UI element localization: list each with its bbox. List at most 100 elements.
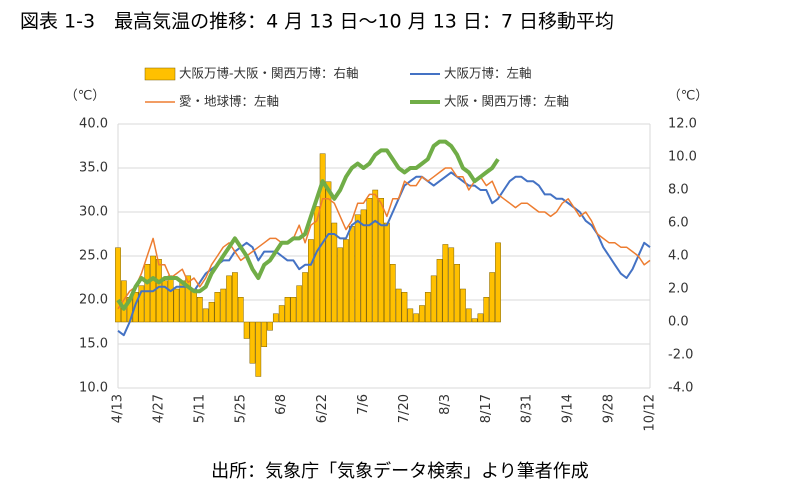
y2-tick-label: 0.0 [668,315,689,330]
bar [267,321,273,331]
y-tick-label: 40.0 [79,117,108,132]
y-unit: （℃） [65,89,106,104]
line-series [116,139,500,311]
bar [372,189,379,323]
y-tick-label: 30.0 [79,205,108,220]
bar [319,153,326,323]
bar [173,288,180,323]
bar [325,181,332,323]
x-tick-label: 7/6 [356,394,371,415]
bar [460,288,466,323]
bar [243,321,250,339]
legend-label: 大阪万博-大阪・関西万博：右軸 [179,66,359,81]
y-tick-label: 35.0 [79,161,108,176]
bar [249,321,256,364]
y2-tick-label: 10.0 [668,150,697,165]
bar [313,206,320,323]
bar [161,280,168,323]
bar [284,297,291,323]
bar [115,247,121,323]
bar [483,297,490,323]
x-tick-label: 10/12 [643,394,658,431]
bar [343,239,349,323]
legend-label: 大阪・関西万博：左軸 [444,94,569,109]
bar [354,214,361,323]
x-tick-label: 9/28 [602,394,617,423]
y2-tick-label: -2.0 [668,348,693,363]
bar [308,239,314,323]
x-tick-label: 4/27 [151,394,166,423]
x-tick-label: 5/11 [192,394,207,423]
bar [442,244,449,323]
bar [384,222,390,323]
bar [237,297,244,323]
bar [196,297,203,323]
bar [489,272,496,323]
bar [220,288,227,323]
legend-swatch [144,67,176,81]
bar [389,264,396,323]
x-tick-label: 9/14 [561,394,576,423]
y2-tick-label: 8.0 [668,183,689,198]
bar [331,222,338,323]
x-tick-label: 8/31 [520,394,535,423]
line-series [117,167,651,310]
bar [202,308,209,323]
bar [255,321,262,377]
y2-tick-label: -4.0 [668,381,693,396]
bar [407,308,414,323]
chart-title: 図表 1-3 最高気温の推移：4 月 13 日～10 月 13 日：7 日移動平… [20,11,614,33]
bar [378,198,384,323]
bar [430,275,437,323]
bar [454,264,460,323]
bar [348,226,355,323]
bar [208,301,215,323]
x-tick-label: 4/13 [111,394,126,423]
bar [471,318,478,323]
bar [144,264,151,323]
x-tick-label: 7/20 [397,394,412,423]
source-note: 出所：気象庁「気象データ検索」より筆者作成 [211,461,589,482]
bar [448,247,455,323]
bar [495,242,501,323]
bar [261,321,268,347]
y-tick-label: 20.0 [79,293,108,308]
y-tick-label: 25.0 [79,249,108,264]
bar [360,209,367,323]
y-tick-label: 10.0 [79,381,108,396]
bar [214,292,221,323]
x-tick-label: 8/3 [438,394,453,415]
bar [302,272,308,323]
bar [138,285,145,323]
x-tick-label: 5/25 [233,394,248,423]
y2-tick-label: 4.0 [668,249,689,264]
bar [191,288,197,323]
y2-unit: （℃） [668,89,709,104]
bar [419,305,425,323]
bar [156,259,162,323]
x-tick-label: 8/17 [479,394,494,423]
bar [401,292,408,323]
x-tick-label: 6/8 [274,394,289,415]
bar [290,297,297,323]
bar [185,275,192,323]
bar [272,313,279,323]
bar [167,275,174,323]
y2-tick-label: 2.0 [668,282,689,297]
bar [232,272,238,323]
bar [424,292,431,323]
legend-label: 大阪万博：左軸 [444,66,532,81]
bar [366,198,373,323]
bar [395,288,402,323]
bar [465,308,472,323]
bar [477,313,484,323]
x-tick-label: 6/22 [315,394,330,423]
bar [226,275,232,323]
y2-tick-label: 6.0 [668,216,689,231]
y2-tick-label: 12.0 [668,117,697,132]
bar [413,313,420,323]
bar [296,285,303,323]
bar [436,259,443,323]
line-series [117,171,651,337]
